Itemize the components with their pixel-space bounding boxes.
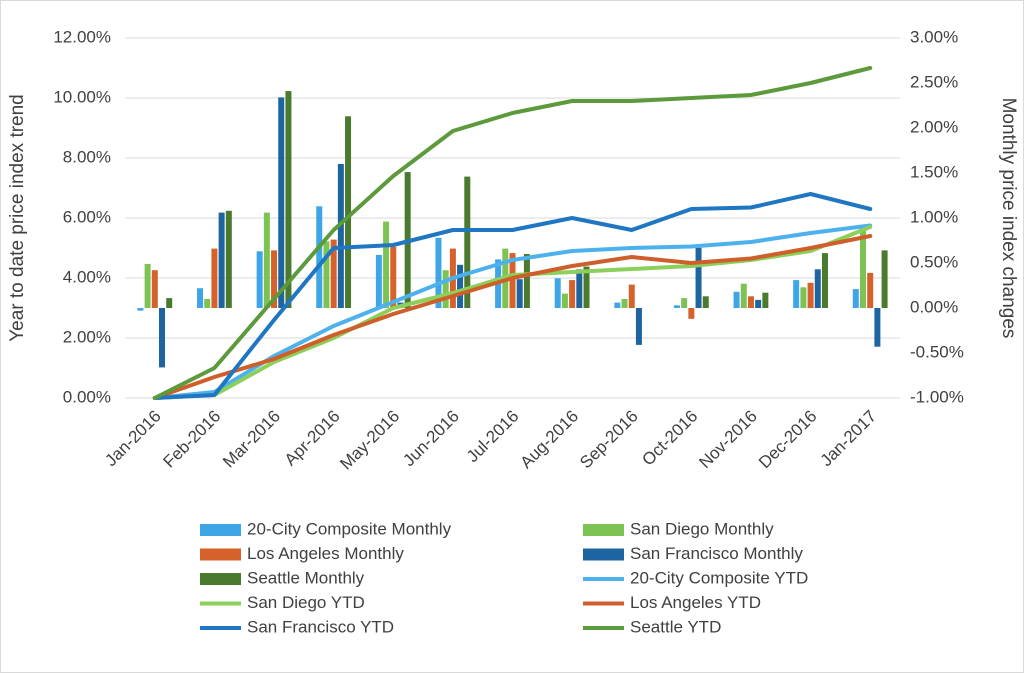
bar — [747, 296, 754, 308]
line — [152, 192, 873, 400]
y2-tick-label: 2.00% — [910, 117, 958, 136]
bar — [628, 284, 635, 308]
y-tick-label: 4.00% — [63, 267, 111, 286]
bar — [561, 293, 568, 308]
bar — [673, 305, 680, 308]
y2-axis-title: Monthly price index changes — [998, 98, 1019, 339]
bar — [435, 237, 442, 308]
bar — [681, 298, 688, 308]
bar — [271, 250, 278, 308]
bar — [516, 279, 523, 308]
legend-label: Seattle Monthly — [247, 568, 365, 587]
bar — [807, 282, 814, 308]
bar — [285, 91, 292, 308]
bar — [793, 280, 800, 308]
y2-tick-label: 2.50% — [910, 72, 958, 91]
line — [152, 223, 873, 400]
bar — [457, 264, 464, 308]
bar — [144, 263, 151, 308]
bar — [337, 164, 344, 308]
legend-label: Seattle YTD — [630, 617, 721, 636]
bar — [874, 308, 881, 347]
bar — [821, 253, 828, 308]
bar — [554, 278, 561, 308]
bar — [800, 287, 807, 308]
bar — [688, 308, 695, 319]
bar — [814, 269, 821, 308]
bar — [278, 97, 285, 309]
y2-tick-label: -1.00% — [910, 387, 964, 406]
bar — [211, 248, 218, 308]
bar — [197, 288, 204, 308]
y-axis-title: Year to date price index trend — [7, 94, 28, 342]
bar — [218, 212, 225, 308]
bar — [204, 299, 211, 308]
y-tick-label: 0.00% — [63, 387, 111, 406]
legend-label: Los Angeles Monthly — [247, 544, 404, 563]
bar — [762, 292, 769, 308]
bar — [509, 253, 516, 308]
bar — [576, 269, 583, 308]
bar — [621, 299, 628, 308]
bar — [345, 116, 352, 308]
legend-label: San Francisco YTD — [247, 617, 394, 636]
bar — [383, 221, 390, 308]
bar — [442, 270, 449, 308]
bar — [151, 270, 158, 308]
legend-label: San Diego YTD — [247, 593, 365, 612]
y-tick-label: 2.00% — [63, 327, 111, 346]
line — [152, 66, 873, 400]
bar — [225, 210, 232, 308]
y2-tick-label: 0.00% — [910, 297, 958, 316]
bar — [733, 291, 740, 308]
y-tick-label: 6.00% — [63, 207, 111, 226]
bar — [614, 302, 621, 308]
y2-tick-label: -0.50% — [910, 342, 964, 361]
legend-swatch — [200, 573, 241, 585]
bar — [635, 308, 642, 345]
bar — [330, 239, 337, 308]
bar — [859, 225, 866, 308]
bar — [523, 254, 530, 308]
bar — [263, 212, 270, 308]
bar — [137, 308, 144, 311]
y2-tick-label: 0.50% — [910, 252, 958, 271]
bar — [569, 280, 576, 308]
legend-label: Los Angeles YTD — [630, 593, 761, 612]
bar — [256, 251, 263, 308]
bar — [852, 289, 859, 308]
legend-swatch — [583, 548, 624, 561]
bar — [323, 241, 330, 308]
y-tick-label: 8.00% — [63, 147, 111, 166]
y2-tick-label: 1.00% — [910, 207, 958, 226]
bar — [159, 308, 166, 368]
bar — [702, 296, 709, 308]
legend-label: 20-City Composite Monthly — [247, 519, 452, 538]
y2-tick-label: 3.00% — [910, 27, 958, 46]
bar — [881, 250, 888, 308]
bar — [755, 299, 762, 308]
bar — [464, 176, 471, 308]
bar — [740, 283, 747, 308]
bar — [390, 246, 397, 308]
legend-swatch — [200, 524, 241, 536]
bar — [375, 254, 382, 308]
line — [152, 234, 873, 400]
bar — [316, 206, 323, 308]
bar — [867, 272, 874, 308]
legend-label: San Francisco Monthly — [630, 544, 803, 563]
legend-swatch — [200, 548, 241, 561]
bar — [583, 266, 590, 308]
y-tick-label: 10.00% — [53, 87, 111, 106]
legend-label: 20-City Composite YTD — [630, 568, 808, 587]
legend-swatch — [583, 524, 624, 536]
legend-label: San Diego Monthly — [630, 519, 774, 538]
y2-tick-label: 1.50% — [910, 162, 958, 181]
bar — [695, 247, 702, 308]
y-tick-label: 12.00% — [53, 27, 111, 46]
bar — [166, 298, 173, 308]
